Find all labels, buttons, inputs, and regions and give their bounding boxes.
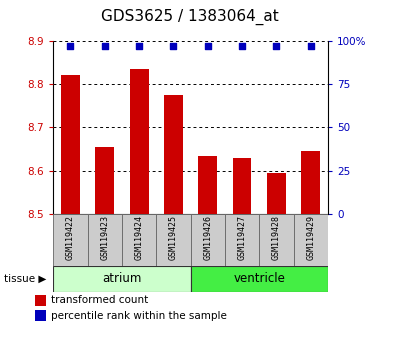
Point (239, 43, 245, 49)
Text: GSM119425: GSM119425 (169, 215, 178, 260)
Bar (130, 69, 149, 214)
Point (308, 43, 314, 49)
Text: GDS3625 / 1383064_at: GDS3625 / 1383064_at (101, 9, 278, 25)
Point (170, 43, 177, 49)
Bar (35, 310, 45, 321)
Text: GSM119423: GSM119423 (100, 215, 109, 260)
Text: GSM119426: GSM119426 (203, 215, 212, 260)
Text: GSM119427: GSM119427 (237, 215, 246, 260)
Point (102, 43, 108, 49)
Text: ventricle: ventricle (233, 272, 285, 285)
Bar (190, 266, 328, 292)
Bar (301, 151, 320, 214)
Text: GSM119424: GSM119424 (135, 215, 144, 260)
Text: transformed count: transformed count (51, 296, 148, 306)
Bar (259, 214, 293, 266)
Bar (164, 95, 183, 214)
Point (136, 43, 142, 49)
Bar (53, 266, 190, 292)
Text: GSM119422: GSM119422 (66, 215, 75, 260)
Bar (156, 214, 190, 266)
Bar (35, 295, 45, 306)
Text: atrium: atrium (102, 272, 142, 285)
Text: percentile rank within the sample: percentile rank within the sample (51, 310, 227, 320)
Bar (293, 214, 328, 266)
Bar (267, 173, 286, 214)
Bar (122, 214, 156, 266)
Bar (61, 75, 80, 214)
Point (205, 43, 211, 49)
Text: tissue ▶: tissue ▶ (4, 274, 46, 284)
Text: GSM119428: GSM119428 (272, 215, 281, 260)
Bar (198, 156, 217, 214)
Bar (225, 214, 259, 266)
Point (67, 43, 73, 49)
Text: GSM119429: GSM119429 (306, 215, 315, 260)
Bar (95, 147, 114, 214)
Bar (190, 214, 225, 266)
Bar (53, 214, 88, 266)
Point (273, 43, 280, 49)
Bar (88, 214, 122, 266)
Bar (233, 158, 252, 214)
